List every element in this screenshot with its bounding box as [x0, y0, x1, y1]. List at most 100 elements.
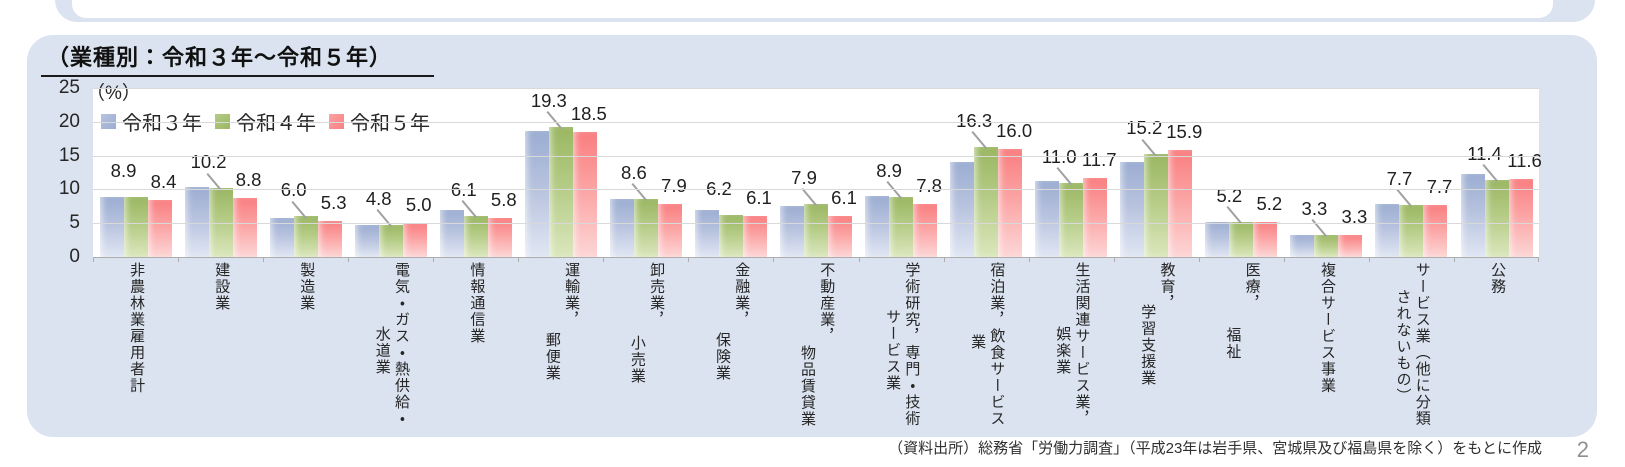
bar-group-3: 4.8 5.0: [348, 88, 433, 257]
bar-series0-cat0: [99, 196, 124, 257]
value-label-reiwa5: 11.6: [1507, 149, 1542, 171]
x-category-label-column: 保険業: [713, 332, 731, 382]
x-category-label: 運輸業， 郵便業: [542, 262, 580, 434]
bar-group-14: 3.3 3.3: [1284, 88, 1369, 257]
bar-group-8: 7.9 6.1: [774, 88, 859, 257]
y-axis-tick-5: 5: [69, 212, 80, 234]
value-label-reiwa5: 15.9: [1166, 120, 1203, 142]
legend-label: 令和３年: [122, 113, 202, 135]
x-category-label: 生活関連サービス業， 娯楽業: [1052, 262, 1091, 434]
value-label-reiwa4: 16.3: [956, 109, 993, 131]
bar-series2-cat5: [572, 131, 597, 257]
x-axis-line: [93, 257, 1539, 258]
x-category-cell-2: 製造業: [263, 262, 348, 434]
x-category-label-column: 情報通信業: [468, 262, 486, 345]
x-axis-tick: [263, 257, 265, 262]
value-label-reiwa5: 8.4: [150, 171, 177, 193]
x-category-label: 卸売業， 小売業: [627, 262, 666, 434]
value-label-reiwa4: 8.6: [621, 161, 647, 183]
value-label-reiwa5: 7.8: [916, 175, 942, 197]
bar-series0-cat1: [184, 187, 209, 257]
x-category-cell-3: 電気・ガス・熱供給・ 水道業: [348, 262, 433, 434]
previous-panel-content-edge: [72, 0, 1553, 18]
bar-series1-cat7: [718, 215, 743, 257]
bar-series0-cat4: [439, 210, 464, 257]
bar-group-15: 7.7 7.7: [1369, 88, 1454, 257]
chart-title: （業種別：令和３年～令和５年）: [41, 40, 435, 77]
value-label-reiwa5: 7.7: [1426, 175, 1453, 197]
bar-series1-cat15: [1399, 204, 1424, 257]
x-axis-tick: [603, 257, 605, 262]
bar-series1-cat14: [1314, 234, 1339, 257]
x-category-label-column: 業: [969, 334, 987, 351]
x-category-label-column: 製造業: [298, 262, 316, 312]
x-category-label-column: 不動産業，: [818, 262, 836, 345]
bar-series2-cat3: [402, 223, 427, 257]
x-axis-tick: [688, 257, 690, 262]
x-category-label-column: 複合サービス事業: [1319, 262, 1337, 394]
x-category-cell-8: 不動産業， 物品賃貸業: [774, 262, 859, 434]
bar-series0-cat11: [1035, 181, 1060, 257]
x-category-label-column: 水道業: [373, 326, 391, 376]
x-category-cell-15: サービス業（他に分類 されないもの）: [1369, 262, 1454, 434]
bar-series0-cat3: [354, 224, 379, 257]
x-category-label: サービス業（他に分類 されないもの）: [1392, 262, 1431, 434]
x-category-label-column: 医療，: [1243, 262, 1261, 312]
chart-panel: （業種別：令和３年～令和５年） （%） 令和３年 令和４年 令和５年 8.9 8.4 1…: [27, 35, 1597, 437]
x-axis-category-labels: 非農林業雇用者計 建設業 製造業 電気・ガス・熱供給・ 水道業 情報通信業 運輸業， 郵便業 卸…: [93, 262, 1539, 434]
x-category-label-column: 電気・ガス・熱供給・: [392, 262, 410, 427]
bar-series0-cat12: [1120, 162, 1145, 257]
bar-group-11: 11.0 11.7: [1029, 88, 1117, 257]
x-category-label-column: 学習支援業: [1139, 304, 1157, 387]
bar-series1-cat8: [804, 203, 829, 257]
bar-series2-cat8: [828, 215, 853, 257]
bar-series1-cat6: [633, 198, 658, 257]
bar-series1-cat12: [1144, 154, 1169, 257]
value-label-reiwa4: 8.9: [110, 159, 137, 181]
x-axis-tick: [858, 257, 860, 262]
legend-swatch-icon: [329, 114, 344, 129]
bar-series0-cat9: [865, 196, 890, 257]
bar-series2-cat9: [913, 204, 938, 257]
x-category-cell-5: 運輸業， 郵便業: [518, 262, 603, 434]
bar-group-4: 6.1 5.8: [433, 88, 518, 257]
bar-group-10: 16.3 16.0: [944, 88, 1032, 257]
legend-item-0: 令和３年: [101, 107, 202, 136]
value-label-reiwa5: 8.8: [235, 168, 262, 190]
gridline-15: [93, 155, 1539, 157]
x-axis-tick: [178, 257, 180, 262]
x-category-label-column: 学術研究，専門・技術: [903, 262, 921, 427]
x-axis-tick: [1453, 257, 1455, 262]
bar-group-16: 11.4 11.6: [1454, 88, 1542, 257]
bar-series1-cat4: [463, 215, 488, 257]
bar-series1-cat13: [1229, 221, 1254, 257]
bar-series0-cat14: [1290, 235, 1315, 257]
x-category-cell-6: 卸売業， 小売業: [603, 262, 688, 434]
y-axis-tick-0: 0: [69, 246, 80, 267]
source-note: （資料出所）総務省「労働力調査」（平成23年は岩手県、宮城県及び福島県を除く）を…: [888, 440, 1542, 457]
bar-series2-cat13: [1253, 221, 1278, 257]
x-category-cell-11: 生活関連サービス業， 娯楽業: [1029, 262, 1114, 434]
x-category-label-column: 生活関連サービス業，: [1073, 262, 1091, 427]
bar-group-1: 10.2 8.8: [178, 88, 263, 257]
x-category-label-column: 金融業，: [733, 262, 751, 328]
x-category-cell-4: 情報通信業: [433, 262, 518, 434]
value-label-reiwa5: 18.5: [570, 102, 607, 124]
legend-swatch-icon: [215, 114, 230, 129]
x-category-label-column: 娯楽業: [1054, 326, 1072, 376]
bar-series0-cat7: [694, 210, 719, 257]
value-label-reiwa5: 11.7: [1081, 148, 1117, 170]
x-category-label-column: サービス業（他に分類: [1413, 262, 1431, 427]
bar-series1-cat3: [378, 224, 403, 257]
bar-series1-cat0: [123, 196, 148, 257]
bar-series1-cat9: [889, 196, 914, 257]
bar-series0-cat8: [780, 205, 805, 257]
y-axis-tick-25: 25: [58, 77, 80, 98]
value-label-reiwa5: 3.3: [1341, 205, 1368, 227]
bar-group-13: 5.2 5.2: [1199, 88, 1284, 257]
bar-series2-cat4: [487, 217, 512, 257]
x-category-label-column: 教育，: [1158, 262, 1176, 312]
legend-label: 令和４年: [236, 113, 316, 135]
x-axis-tick: [943, 257, 945, 262]
x-category-label-column: 卸売業，: [648, 262, 666, 328]
